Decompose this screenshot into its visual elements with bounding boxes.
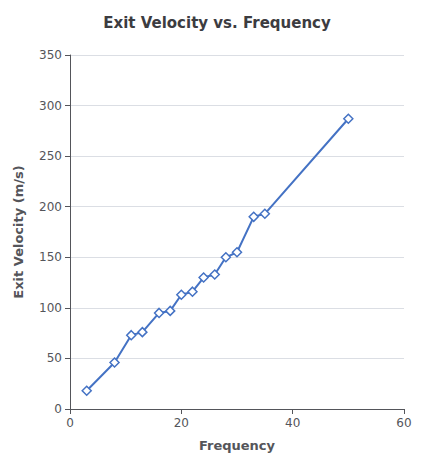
svg-text:40: 40 <box>285 416 300 430</box>
svg-text:100: 100 <box>39 301 62 315</box>
svg-text:60: 60 <box>396 416 411 430</box>
svg-text:0: 0 <box>66 416 74 430</box>
svg-text:200: 200 <box>39 200 62 214</box>
svg-text:50: 50 <box>47 351 62 365</box>
svg-text:150: 150 <box>39 250 62 264</box>
svg-text:Frequency: Frequency <box>199 438 276 453</box>
svg-text:350: 350 <box>39 48 62 62</box>
svg-text:20: 20 <box>174 416 189 430</box>
svg-text:Exit Velocity vs. Frequency: Exit Velocity vs. Frequency <box>103 14 331 32</box>
svg-text:0: 0 <box>54 402 62 416</box>
svg-text:300: 300 <box>39 99 62 113</box>
svg-text:Exit Velocity (m/s): Exit Velocity (m/s) <box>11 165 26 298</box>
svg-text:250: 250 <box>39 149 62 163</box>
